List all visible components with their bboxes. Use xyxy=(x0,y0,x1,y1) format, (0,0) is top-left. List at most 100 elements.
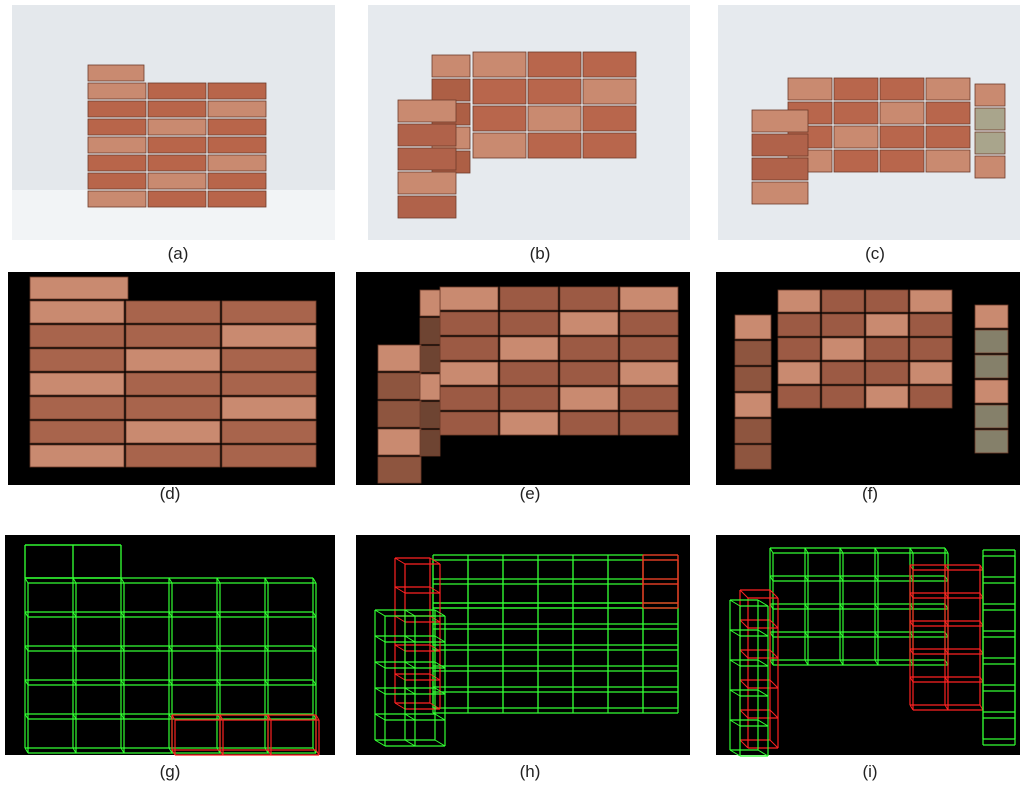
brick xyxy=(620,412,678,435)
brick xyxy=(222,373,316,395)
brick xyxy=(620,312,678,335)
brick xyxy=(975,355,1008,378)
brick xyxy=(473,52,526,77)
brick xyxy=(440,312,498,335)
brick xyxy=(378,345,421,371)
brick xyxy=(30,301,124,323)
brick xyxy=(30,445,124,467)
brick xyxy=(378,401,421,427)
brick xyxy=(222,421,316,443)
caption: (c) xyxy=(865,244,885,263)
brick xyxy=(126,421,220,443)
brick xyxy=(126,397,220,419)
brick xyxy=(420,374,440,400)
brick xyxy=(126,301,220,323)
brick xyxy=(222,325,316,347)
brick xyxy=(398,196,456,218)
brick xyxy=(528,133,581,158)
brick xyxy=(440,287,498,310)
brick xyxy=(975,108,1005,130)
brick xyxy=(880,102,924,124)
brick xyxy=(420,290,440,316)
brick xyxy=(30,277,128,299)
brick xyxy=(778,314,820,336)
brick xyxy=(148,83,206,99)
brick xyxy=(926,78,970,100)
brick xyxy=(822,290,864,312)
brick xyxy=(910,338,952,360)
caption: (a) xyxy=(168,244,189,263)
brick xyxy=(560,362,618,385)
brick xyxy=(222,397,316,419)
brick xyxy=(866,338,908,360)
brick xyxy=(88,101,146,117)
brick xyxy=(88,173,146,189)
brick xyxy=(910,386,952,408)
brick xyxy=(420,430,440,456)
brick xyxy=(778,338,820,360)
brick xyxy=(500,312,558,335)
brick xyxy=(620,387,678,410)
brick xyxy=(88,119,146,135)
brick xyxy=(222,445,316,467)
brick xyxy=(834,126,878,148)
brick xyxy=(752,182,808,204)
brick xyxy=(975,156,1005,178)
brick xyxy=(208,83,266,99)
brick xyxy=(378,457,421,483)
brick xyxy=(975,380,1008,403)
brick xyxy=(398,124,456,146)
brick xyxy=(822,338,864,360)
brick xyxy=(866,386,908,408)
brick xyxy=(926,150,970,172)
brick xyxy=(866,362,908,384)
caption: (g) xyxy=(160,762,181,781)
brick xyxy=(752,158,808,180)
brick xyxy=(126,373,220,395)
brick xyxy=(926,102,970,124)
brick xyxy=(975,330,1008,353)
brick xyxy=(378,429,421,455)
brick xyxy=(778,290,820,312)
brick xyxy=(735,341,771,365)
brick xyxy=(208,119,266,135)
brick xyxy=(910,362,952,384)
brick xyxy=(30,325,124,347)
brick xyxy=(975,305,1008,328)
image-background xyxy=(5,535,335,755)
brick xyxy=(126,349,220,371)
caption: (d) xyxy=(160,484,181,503)
brick xyxy=(398,148,456,170)
brick xyxy=(440,412,498,435)
brick xyxy=(822,314,864,336)
brick xyxy=(420,346,440,372)
brick xyxy=(148,101,206,117)
brick xyxy=(880,126,924,148)
brick xyxy=(222,301,316,323)
brick xyxy=(975,430,1008,453)
brick xyxy=(560,312,618,335)
brick xyxy=(222,349,316,371)
brick xyxy=(778,386,820,408)
brick xyxy=(735,419,771,443)
brick xyxy=(126,445,220,467)
brick xyxy=(432,79,470,101)
brick xyxy=(208,173,266,189)
brick xyxy=(148,155,206,171)
brick xyxy=(420,318,440,344)
caption: (f) xyxy=(862,484,878,503)
brick xyxy=(88,83,146,99)
brick xyxy=(560,337,618,360)
brick xyxy=(398,172,456,194)
brick xyxy=(398,100,456,122)
brick xyxy=(834,150,878,172)
brick xyxy=(866,314,908,336)
brick xyxy=(880,78,924,100)
brick xyxy=(30,397,124,419)
brick xyxy=(560,287,618,310)
brick xyxy=(208,137,266,153)
brick xyxy=(500,387,558,410)
brick xyxy=(735,315,771,339)
brick xyxy=(735,445,771,469)
brick xyxy=(440,337,498,360)
